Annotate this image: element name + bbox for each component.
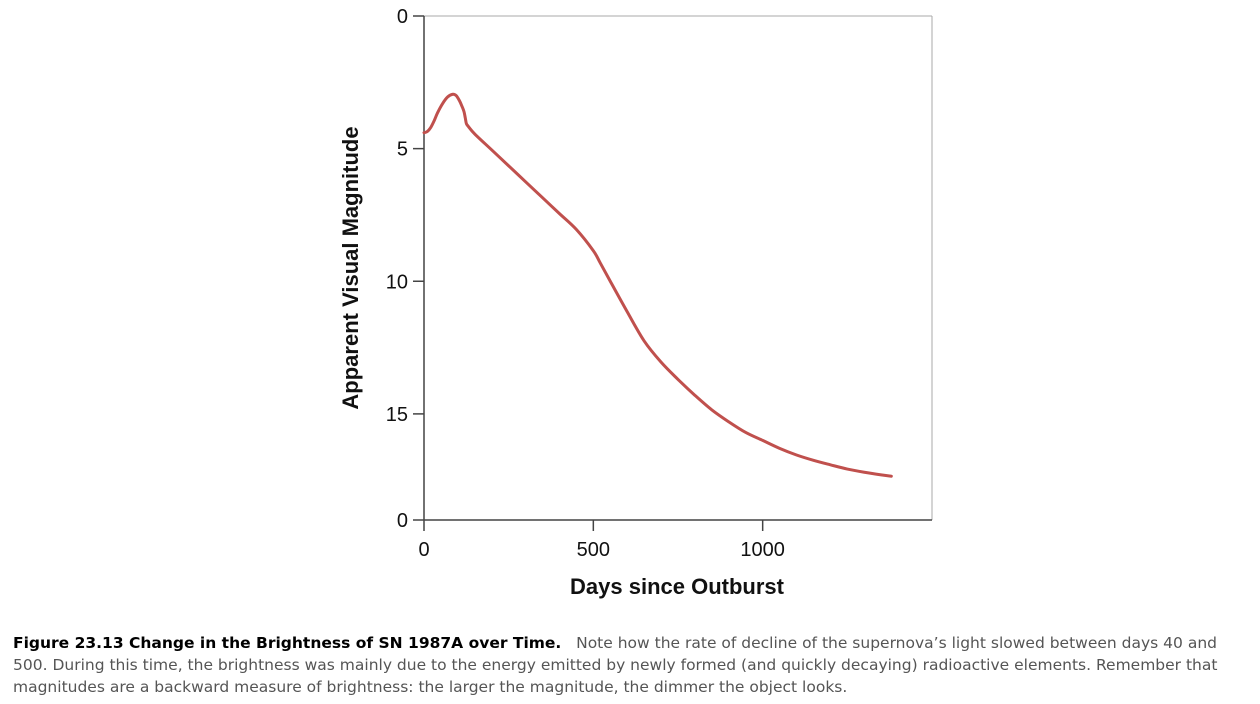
- y-tick-label: 15: [386, 404, 408, 426]
- light-curve-chart: 0 5 10 15 0 0 500 1000 Days since Outburst App…: [338, 6, 933, 599]
- y-tick-label: 0: [397, 510, 408, 532]
- x-tick-label: 0: [418, 539, 429, 561]
- y-tick-label: 0: [397, 6, 408, 28]
- y-axis-ticks: 0 5 10 15 0: [386, 6, 424, 532]
- series-line-sn1987a: [422, 92, 893, 478]
- plot-frame: [423, 15, 933, 521]
- x-tick-label: 1000: [740, 539, 785, 561]
- y-tick-label: 10: [386, 271, 408, 293]
- y-tick-label: 5: [397, 139, 408, 161]
- caption-title: Figure 23.13 Change in the Brightness of…: [13, 634, 562, 652]
- x-axis-title: Days since Outburst: [570, 574, 785, 599]
- y-axis-title: Apparent Visual Magnitude: [338, 126, 363, 409]
- caption-text: Note how the rate of decline of the supe…: [13, 634, 1218, 696]
- caption-spacer: [566, 634, 576, 652]
- figure-caption: Figure 23.13 Change in the Brightness of…: [13, 632, 1253, 698]
- x-tick-label: 500: [577, 539, 610, 561]
- x-axis-ticks: 0 500 1000: [418, 520, 785, 561]
